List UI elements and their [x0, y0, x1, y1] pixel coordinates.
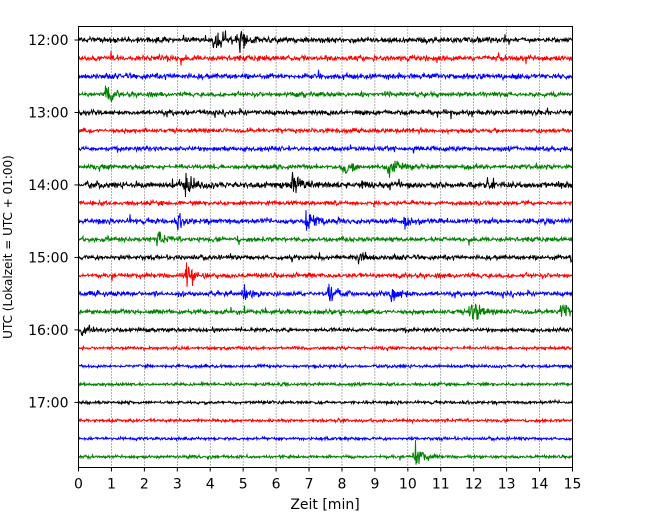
trace-1300: [79, 108, 573, 119]
y-tick-label: 13:00: [28, 105, 68, 121]
trace-1545: [79, 304, 573, 320]
trace-1400: [79, 172, 573, 197]
trace-1730: [79, 437, 573, 441]
trace-1330: [79, 145, 573, 154]
trace-1630: [79, 364, 573, 368]
trace-1745: [79, 440, 573, 465]
y-axis: 12:00 13:00 14:00 15:00 16:00 17:00: [28, 33, 78, 411]
trace-1645: [79, 382, 573, 386]
trace-1345: [79, 161, 573, 178]
x-tick-label: 7: [305, 477, 314, 493]
x-tick-label: 6: [272, 477, 281, 493]
x-tick-label: 3: [173, 477, 182, 493]
trace-1445: [79, 232, 573, 247]
trace-1600: [79, 325, 573, 336]
x-tick-label: 10: [399, 477, 417, 493]
y-tick-label: 14:00: [28, 178, 68, 194]
trace-1500: [79, 252, 573, 264]
y-tick-label: 15:00: [28, 250, 68, 266]
y-tick-label: 17:00: [28, 395, 68, 411]
trace-1715: [79, 418, 573, 422]
x-tick-label: 11: [432, 477, 450, 493]
x-tick-label: 2: [140, 477, 149, 493]
trace-1230: [79, 70, 573, 80]
trace-1530: [79, 284, 573, 302]
trace-1215: [79, 51, 573, 66]
y-tick-label: 16:00: [28, 323, 68, 339]
x-tick-label: 8: [338, 477, 347, 493]
x-tick-label: 15: [564, 477, 582, 493]
trace-1515: [79, 263, 573, 287]
trace-1415: [79, 200, 573, 207]
trace-1245: [79, 86, 573, 102]
y-axis-label: UTC (Lokalzeit = UTC + 01:00): [1, 155, 15, 339]
x-tick-label: 4: [206, 477, 215, 493]
trace-1315: [79, 127, 573, 133]
x-tick-label: 14: [531, 477, 549, 493]
x-tick-label: 5: [239, 477, 248, 493]
x-tick-label: 13: [498, 477, 516, 493]
trace-1700: [79, 400, 573, 404]
y-tick-label: 12:00: [28, 33, 68, 49]
trace-1615: [79, 346, 573, 351]
x-tick-label: 0: [74, 477, 83, 493]
x-tick-label: 9: [370, 477, 379, 493]
x-tick-label: 1: [107, 477, 116, 493]
x-axis: 0 1 2 3 4 5 6 7 8 9 10 11 12 13 14 15: [74, 468, 581, 493]
trace-1200: [79, 30, 573, 53]
trace-1430: [79, 210, 573, 230]
x-axis-label: Zeit [min]: [290, 497, 359, 513]
seismic-traces: [79, 30, 573, 464]
x-tick-label: 12: [465, 477, 483, 493]
